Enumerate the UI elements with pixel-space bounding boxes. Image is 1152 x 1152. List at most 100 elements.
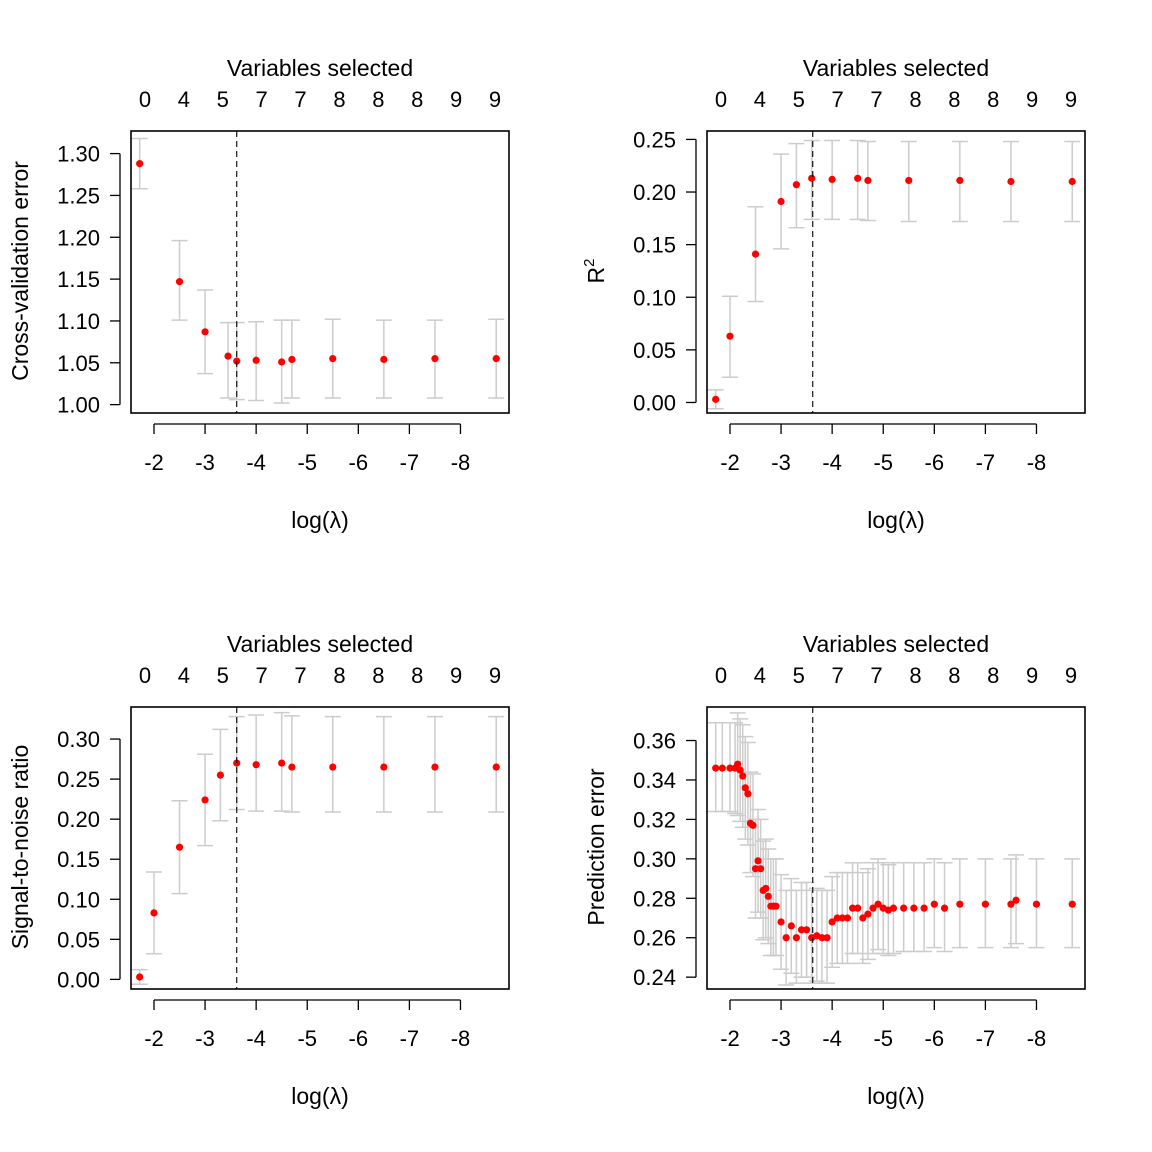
data-point <box>803 926 811 934</box>
data-point <box>874 900 882 908</box>
plot-frame <box>130 706 510 990</box>
data-point <box>1068 177 1076 186</box>
x-tick-label: -7 <box>400 450 420 475</box>
data-point <box>910 904 918 912</box>
x-axis-label: log(λ) <box>291 1083 349 1109</box>
data-point <box>751 250 760 258</box>
y-tick-label: 0.20 <box>57 807 100 832</box>
top-tick-label: 7 <box>832 663 844 688</box>
top-tick-label: 0 <box>715 87 727 112</box>
data-point <box>734 760 742 768</box>
data-point <box>136 160 144 168</box>
top-tick-label: 8 <box>987 87 999 112</box>
top-tick-label: 8 <box>411 87 423 112</box>
y-tick-label: 0.15 <box>57 847 100 872</box>
x-tick-label: -4 <box>246 450 266 475</box>
data-point <box>288 355 296 364</box>
data-point <box>233 759 241 767</box>
top-tick-label: 0 <box>715 663 727 688</box>
y-axis-label-superscript: 2 <box>581 259 598 267</box>
data-point <box>431 355 439 363</box>
data-points <box>712 174 1076 403</box>
data-point <box>754 857 762 865</box>
y-tick-label: 0.10 <box>633 285 676 310</box>
top-tick-label: 4 <box>178 663 190 688</box>
y-tick-label: 0.05 <box>57 927 100 952</box>
top-tick-label: 7 <box>870 87 882 112</box>
panel-signal-to-noise: Variables selected log(λ) Signal-to-nois… <box>7 631 510 1109</box>
y-tick-label: 0.20 <box>633 180 676 205</box>
data-point <box>739 772 747 780</box>
data-point <box>252 761 260 769</box>
top-tick-label: 7 <box>832 87 844 112</box>
data-point <box>757 865 765 873</box>
top-tick-label: 8 <box>948 87 960 112</box>
data-point <box>1032 900 1041 908</box>
top-tick-label: 7 <box>256 87 268 112</box>
y-tick-label: 0.25 <box>633 127 676 152</box>
top-axis-label: Variables selected <box>803 55 989 81</box>
top-tick-label: 0 <box>139 663 151 688</box>
data-point <box>930 900 938 908</box>
top-tick-label: 9 <box>1026 663 1038 688</box>
top-tick-label: 5 <box>217 87 229 112</box>
data-point <box>792 181 800 189</box>
top-tick-label: 9 <box>1065 663 1077 688</box>
data-points <box>712 760 1076 942</box>
data-point <box>216 771 224 779</box>
x-tick-label: -8 <box>1027 450 1047 475</box>
x-tick-label: -4 <box>246 1026 266 1051</box>
x-tick-label: -7 <box>400 1026 420 1051</box>
x-tick-label: -3 <box>195 1026 215 1051</box>
data-point <box>492 763 500 771</box>
data-point <box>777 918 785 926</box>
data-point <box>744 790 752 798</box>
data-point <box>1012 896 1020 904</box>
data-point <box>854 904 862 912</box>
data-point <box>718 764 726 772</box>
data-point <box>864 910 872 918</box>
y-tick-label: 0.34 <box>633 768 676 793</box>
data-point <box>940 904 949 912</box>
y-axis-label: Signal-to-noise ratio <box>7 745 33 950</box>
top-tick-label: 8 <box>909 663 921 688</box>
x-tick-label: -4 <box>822 450 842 475</box>
y-tick-label: 1.10 <box>57 309 100 334</box>
y-tick-label: 0.25 <box>57 767 100 792</box>
y-axis-label-base: R <box>583 267 609 284</box>
top-tick-label: 4 <box>178 87 190 112</box>
y-tick-label: 0.26 <box>633 926 676 951</box>
top-tick-label: 9 <box>450 663 462 688</box>
data-point <box>201 796 209 804</box>
y-tick-label: 0.36 <box>633 729 676 754</box>
top-axis-label: Variables selected <box>227 631 413 657</box>
y-tick-label: 1.20 <box>57 225 100 250</box>
data-point <box>726 332 734 340</box>
data-point <box>224 352 232 360</box>
data-point <box>900 904 908 912</box>
x-tick-label: -6 <box>349 1026 369 1051</box>
x-tick-label: -2 <box>720 450 740 475</box>
y-axis-label: R2 <box>581 259 609 284</box>
top-tick-label: 4 <box>754 87 766 112</box>
y-axis-label: Cross-validation error <box>7 161 33 381</box>
x-tick-label: -8 <box>451 1026 471 1051</box>
data-points <box>136 160 500 366</box>
x-tick-label: -2 <box>720 1026 740 1051</box>
data-point <box>201 328 209 336</box>
top-tick-label: 9 <box>489 663 501 688</box>
top-tick-label: 9 <box>489 87 501 112</box>
x-tick-label: -5 <box>297 1026 317 1051</box>
data-point <box>869 904 877 912</box>
data-point <box>288 763 296 771</box>
data-point <box>278 759 286 767</box>
data-point <box>828 175 836 184</box>
x-tick-label: -7 <box>976 450 996 475</box>
data-point <box>736 766 744 774</box>
top-tick-label: 5 <box>793 663 805 688</box>
data-point <box>762 884 770 893</box>
data-point <box>777 197 785 206</box>
x-tick-label: -4 <box>822 1026 842 1051</box>
y-tick-label: 0.00 <box>57 967 100 992</box>
